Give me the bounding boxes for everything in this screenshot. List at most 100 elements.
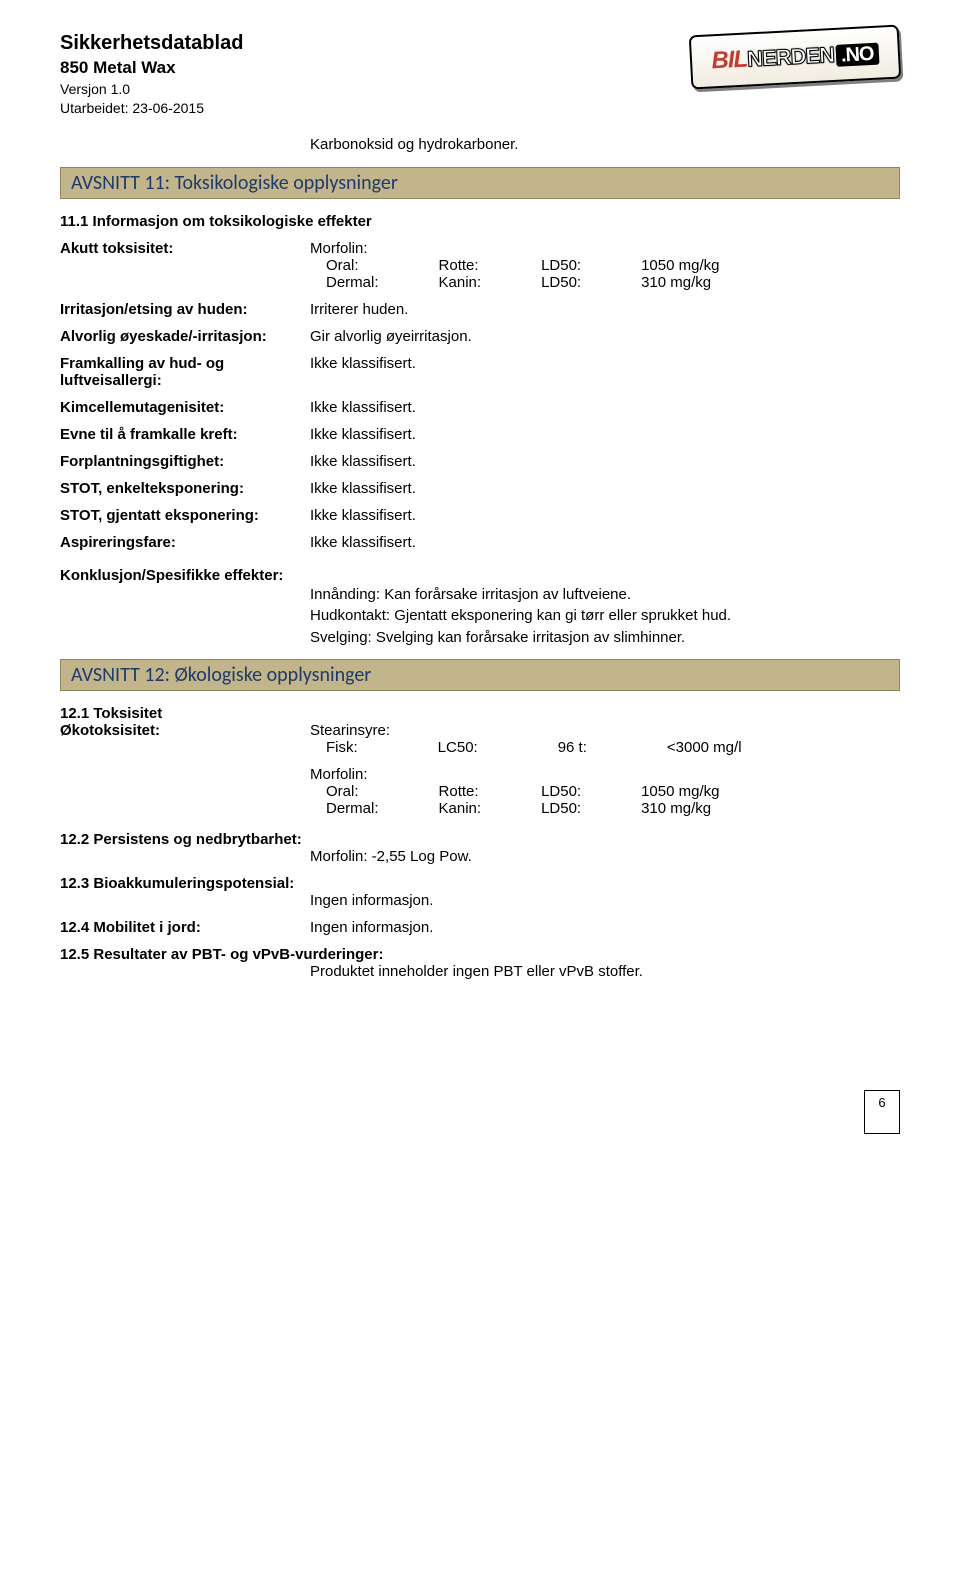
tox-species: LC50: (438, 739, 558, 756)
doc-title: Sikkerhetsdatablad (60, 30, 243, 57)
tox-species: Kanin: (439, 800, 542, 817)
tox-value: 310 mg/kg (641, 274, 779, 291)
kv-row: Forplantningsgiftighet: Ikke klassifiser… (60, 453, 900, 470)
tox-species: Rotte: (439, 783, 542, 800)
kv-label: STOT, enkelteksponering: (60, 480, 310, 497)
eco-substance-1: Stearinsyre: (310, 722, 900, 739)
tox-value: 1050 mg/kg (641, 257, 779, 274)
kv-label: Irritasjon/etsing av huden: (60, 301, 310, 318)
section-12-2-label: 12.2 Persistens og nedbrytbarhet: (60, 831, 310, 848)
kv-row: Aspireringsfare: Ikke klassifisert. (60, 534, 900, 551)
doc-product: 850 Metal Wax (60, 57, 243, 80)
page-number-box: 6 (864, 1090, 900, 1134)
kv-value: Ikke klassifisert. (310, 453, 900, 470)
tox-metric: LD50: (541, 274, 641, 291)
tox-route: Fisk: (310, 739, 438, 756)
doc-version: Versjon 1.0 (60, 80, 243, 99)
doc-date: Utarbeidet: 23-06-2015 (60, 99, 243, 118)
section-12-3-label: 12.3 Bioakkumuleringspotensial: (60, 875, 310, 892)
conclusion-block: Konklusjon/Spesifikke effekter: Innåndin… (60, 567, 900, 649)
section-12-2-value: Morfolin: -2,55 Log Pow. (310, 848, 900, 865)
kv-row: Alvorlig øyeskade/-irritasjon: Gir alvor… (60, 328, 900, 345)
section-12-5-label: 12.5 Resultater av PBT- og vPvB-vurderin… (60, 946, 900, 963)
eco-substance-2: Morfolin: (310, 766, 900, 783)
section-11-header: AVSNITT 11: Toksikologiske opplysninger (60, 167, 900, 199)
acute-toxicity-row: Akutt toksisitet: Morfolin: Oral: Rotte:… (60, 240, 900, 291)
conclusion-value: Innånding: Kan forårsake irritasjon av l… (310, 584, 900, 649)
kv-row: Irritasjon/etsing av huden: Irriterer hu… (60, 301, 900, 318)
classification-rows: Irritasjon/etsing av huden: Irriterer hu… (60, 301, 900, 551)
section-12-4: 12.4 Mobilitet i jord: Ingen informasjon… (60, 919, 900, 936)
section-12-1-title: 12.1 Toksisitet (60, 705, 310, 722)
eco-table-2: Oral: Rotte: LD50: 1050 mg/kg Dermal: Ka… (310, 783, 779, 817)
section-12-4-label: 12.4 Mobilitet i jord: (60, 919, 310, 936)
logo-part-no: .NO (835, 43, 879, 67)
kv-value: Ikke klassifisert. (310, 534, 900, 551)
conclusion-line: Svelging: Svelging kan forårsake irritas… (310, 627, 900, 649)
tox-row: Oral: Rotte: LD50: 1050 mg/kg (310, 257, 779, 274)
ecotox-row-2: Morfolin: Oral: Rotte: LD50: 1050 mg/kg … (60, 766, 900, 817)
kv-row: Morfolin: -2,55 Log Pow. (60, 848, 900, 865)
acute-toxicity-label: Akutt toksisitet: (60, 240, 310, 257)
tox-row: Dermal: Kanin: LD50: 310 mg/kg (310, 800, 779, 817)
section-12-header: AVSNITT 12: Økologiske opplysninger (60, 659, 900, 691)
carryover-line: Karbonoksid og hydrokarboner. (310, 136, 900, 153)
tox-value: <3000 mg/l (667, 739, 802, 756)
section-12-5: 12.5 Resultater av PBT- og vPvB-vurderin… (60, 946, 900, 980)
kv-label: STOT, gjentatt eksponering: (60, 507, 310, 524)
tox-route: Dermal: (310, 800, 439, 817)
tox-value: 310 mg/kg (641, 800, 779, 817)
kv-value: Ikke klassifisert. (310, 355, 900, 372)
tox-value: 1050 mg/kg (641, 783, 779, 800)
page-header: Sikkerhetsdatablad 850 Metal Wax Versjon… (60, 30, 900, 118)
kv-label: Forplantningsgiftighet: (60, 453, 310, 470)
section-12-1: 12.1 Toksisitet Økotoksisitet: Stearinsy… (60, 705, 900, 817)
tox-metric: LD50: (541, 783, 641, 800)
logo-part-bil: BIL (711, 46, 748, 75)
ecotox-label: Økotoksisitet: (60, 722, 310, 739)
tox-metric: LD50: (541, 800, 641, 817)
ecotox-value-2: Morfolin: Oral: Rotte: LD50: 1050 mg/kg … (310, 766, 900, 817)
section-12-3: 12.3 Bioakkumuleringspotensial: Ingen in… (60, 875, 900, 909)
kv-row: Framkalling av hud- og luftveisallergi: … (60, 355, 900, 389)
kv-label: Alvorlig øyeskade/-irritasjon: (60, 328, 310, 345)
kv-label: Aspireringsfare: (60, 534, 310, 551)
kv-value: Ikke klassifisert. (310, 399, 900, 416)
tox-species: Kanin: (439, 274, 542, 291)
logo-part-mid: NERDEN (746, 42, 834, 72)
tox-row: Dermal: Kanin: LD50: 310 mg/kg (310, 274, 779, 291)
section-12-5-value: Produktet inneholder ingen PBT eller vPv… (310, 963, 900, 980)
acute-substance: Morfolin: (310, 240, 900, 257)
kv-value: Gir alvorlig øyeirritasjon. (310, 328, 900, 345)
kv-value: Ikke klassifisert. (310, 507, 900, 524)
tox-route: Dermal: (310, 274, 439, 291)
header-left: Sikkerhetsdatablad 850 Metal Wax Versjon… (60, 30, 243, 118)
conclusion-line: Hudkontakt: Gjentatt eksponering kan gi … (310, 605, 900, 627)
tox-metric: LD50: (541, 257, 641, 274)
kv-value: Ikke klassifisert. (310, 480, 900, 497)
kv-label: Framkalling av hud- og luftveisallergi: (60, 355, 310, 389)
section-11-1-title: 11.1 Informasjon om toksikologiske effek… (60, 213, 900, 230)
conclusion-row: Innånding: Kan forårsake irritasjon av l… (60, 584, 900, 649)
kv-row: Evne til å framkalle kreft: Ikke klassif… (60, 426, 900, 443)
page-number: 6 (878, 1095, 885, 1110)
tox-row: Fisk: LC50: 96 t: <3000 mg/l (310, 739, 802, 756)
kv-label: Evne til å framkalle kreft: (60, 426, 310, 443)
eco-table-1: Fisk: LC50: 96 t: <3000 mg/l (310, 739, 802, 756)
section-12-2: 12.2 Persistens og nedbrytbarhet: Morfol… (60, 831, 900, 865)
kv-row: Ingen informasjon. (60, 892, 900, 909)
section-12-3-value: Ingen informasjon. (310, 892, 900, 909)
ecotox-value: Stearinsyre: Fisk: LC50: 96 t: <3000 mg/… (310, 722, 900, 756)
tox-metric: 96 t: (558, 739, 667, 756)
acute-toxicity-value: Morfolin: Oral: Rotte: LD50: 1050 mg/kg … (310, 240, 900, 291)
kv-row: STOT, gjentatt eksponering: Ikke klassif… (60, 507, 900, 524)
tox-route: Oral: (310, 257, 439, 274)
conclusion-line: Innånding: Kan forårsake irritasjon av l… (310, 584, 900, 606)
conclusion-label: Konklusjon/Spesifikke effekter: (60, 567, 310, 584)
tox-route: Oral: (310, 783, 439, 800)
tox-species: Rotte: (439, 257, 542, 274)
kv-row: Kimcellemutagenisitet: Ikke klassifisert… (60, 399, 900, 416)
logo: BILNERDEN.NO (689, 25, 902, 90)
tox-row: Oral: Rotte: LD50: 1050 mg/kg (310, 783, 779, 800)
kv-row: STOT, enkelteksponering: Ikke klassifise… (60, 480, 900, 497)
